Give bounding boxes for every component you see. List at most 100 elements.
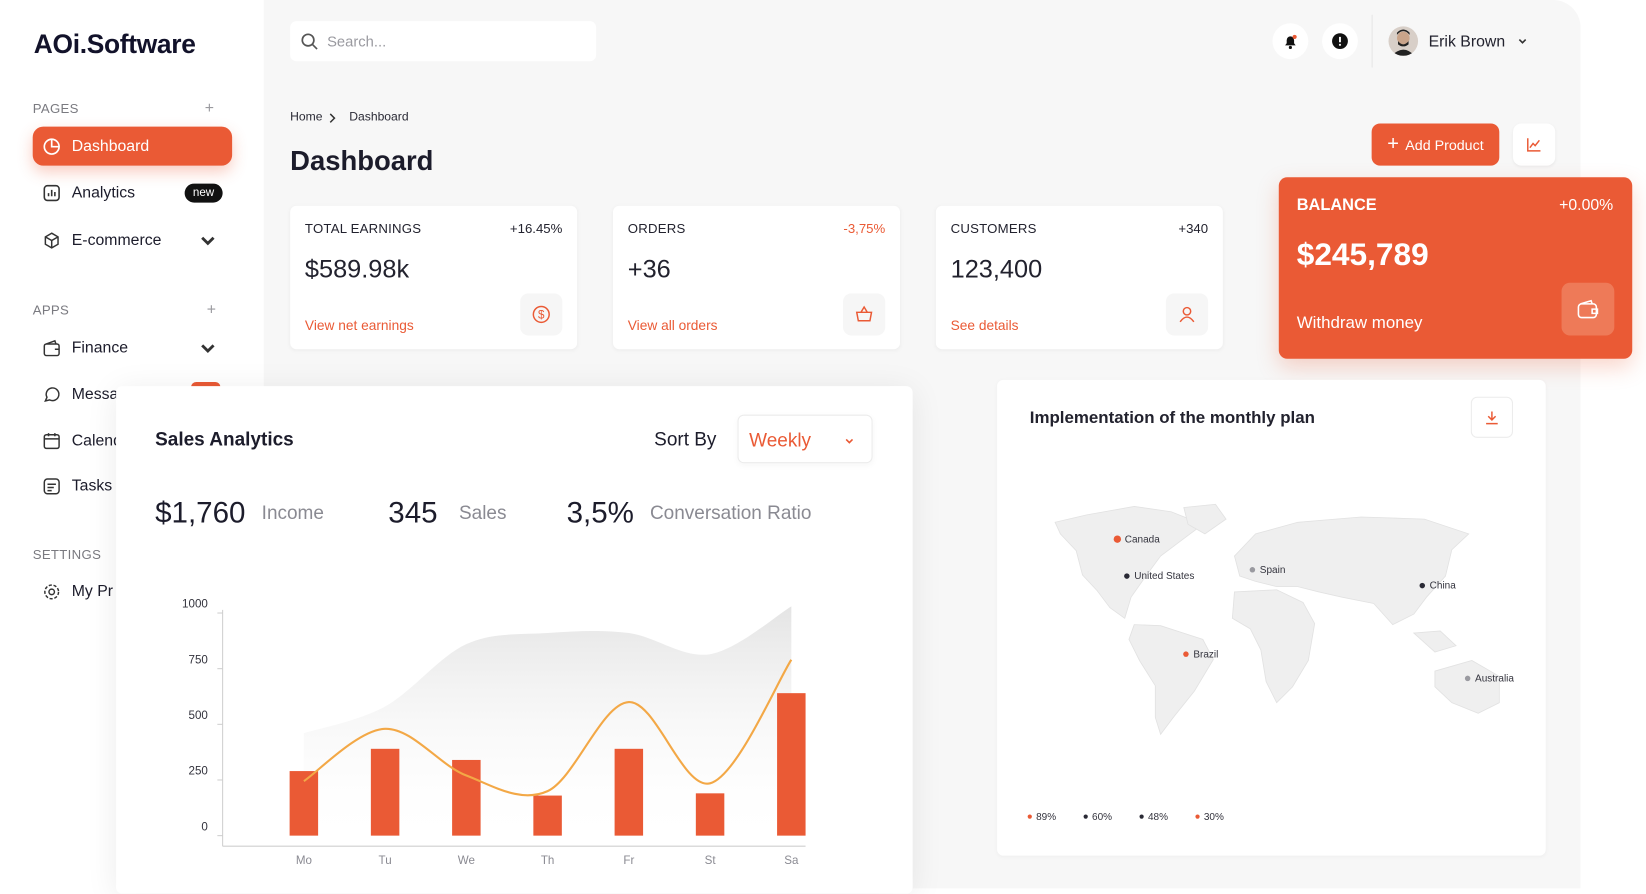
stat-link[interactable]: View all orders — [627, 317, 718, 334]
x-tick-label: Mo — [296, 854, 312, 867]
nav-label: E-commerce — [71, 231, 162, 250]
map-label: China — [1430, 581, 1457, 592]
nav-item[interactable]: E-commerce — [33, 221, 232, 260]
add-icon[interactable]: + — [206, 300, 217, 319]
icon-part — [301, 32, 315, 47]
y-tick-label: 750 — [189, 653, 208, 666]
line — [303, 659, 793, 797]
stat-icon: $ — [520, 293, 563, 336]
breadcrumb-item[interactable]: Home — [290, 110, 323, 124]
brand[interactable]: AOi.Software — [33, 29, 196, 60]
icon-part — [201, 236, 215, 245]
user-name[interactable]: Erik Brown — [1428, 32, 1506, 51]
x-tick-label: We — [458, 854, 475, 867]
nav-label: Messa — [71, 385, 119, 404]
chevron — [201, 343, 215, 353]
nav-item[interactable]: My Pr — [33, 572, 232, 611]
y-tick-label: 500 — [189, 709, 208, 722]
map-label: Spain — [1260, 565, 1286, 576]
icon-part — [532, 305, 550, 324]
stat-link[interactable]: View net earnings — [304, 317, 414, 334]
map-marker — [1249, 567, 1256, 573]
nav-label: My Pr — [71, 582, 114, 601]
icon-part — [855, 305, 873, 322]
sales-card: Sales Analytics Sort By Weekly $1,760 In… — [116, 386, 913, 894]
search-box[interactable]: Search... — [290, 21, 597, 62]
metric-label: Income — [261, 502, 324, 524]
nav-item[interactable]: Analytics new — [33, 173, 232, 212]
add-product-button[interactable]: + Add Product — [1371, 123, 1500, 166]
stat-label: ORDERS — [627, 221, 686, 237]
icon-part — [1391, 49, 1415, 56]
icon — [43, 137, 60, 155]
stat-link[interactable]: See details — [950, 317, 1019, 334]
basket-icon — [855, 305, 873, 322]
divider — [1371, 14, 1373, 68]
icon-part — [1182, 306, 1192, 316]
icon-part — [44, 231, 59, 249]
user-menu-chevron[interactable] — [1517, 36, 1528, 47]
nav-label: Calend — [71, 431, 122, 450]
icon-part — [1529, 139, 1540, 149]
legend-dot — [1083, 814, 1088, 819]
map-title: Implementation of the monthly plan — [1029, 409, 1315, 428]
stat-label: CUSTOMERS — [950, 221, 1037, 237]
stat-change: -3,75% — [843, 221, 886, 237]
icon-part — [201, 343, 215, 353]
nav-item[interactable]: Dashboard — [32, 126, 233, 166]
badge: new — [184, 183, 223, 203]
map-marker — [1419, 582, 1426, 589]
icon-part — [43, 433, 60, 449]
stat-label: TOTAL EARNINGS — [304, 221, 422, 237]
alerts-button[interactable] — [1322, 23, 1358, 60]
icon-part: $ — [538, 309, 545, 322]
bar — [533, 795, 562, 836]
north-america — [1054, 506, 1204, 619]
sort-label: Sort By — [654, 428, 717, 450]
withdraw-link[interactable]: Withdraw money — [1296, 314, 1423, 333]
nav-label: Dashboard — [71, 137, 150, 156]
avatar[interactable] — [1388, 26, 1419, 56]
icon-part — [1179, 316, 1195, 323]
nav-item[interactable]: Finance — [33, 328, 232, 367]
bar — [614, 748, 644, 836]
icon-part — [47, 483, 56, 491]
sales-chart: 0 250 500 750 1000 Mo Tu We Th Fr St Sa — [182, 598, 806, 867]
icon-part — [311, 43, 318, 50]
legend-label: 60% — [1092, 812, 1112, 823]
nav-item[interactable]: Tasks — [33, 466, 232, 505]
australia — [1434, 660, 1500, 714]
avatar-image — [1391, 29, 1415, 56]
icon-part — [1486, 410, 1498, 424]
map-marker — [1183, 651, 1189, 657]
icon-part — [48, 587, 56, 595]
map-label: United States — [1134, 571, 1194, 582]
plus-icon: + — [1387, 132, 1399, 156]
map-label: Canada — [1125, 534, 1161, 545]
stat-value: 123,400 — [950, 255, 1043, 284]
notifications-button[interactable] — [1272, 23, 1309, 60]
x-tick-label: St — [705, 854, 717, 867]
user-icon — [1179, 306, 1195, 323]
stat-value: +36 — [627, 255, 671, 284]
sort-dropdown[interactable]: Weekly — [737, 414, 873, 464]
metric-value: 345 — [388, 495, 438, 529]
icon — [43, 477, 60, 494]
metric-label: Conversation Ratio — [649, 502, 812, 524]
legend-label: 89% — [1036, 812, 1056, 823]
icon — [44, 386, 60, 402]
add-icon[interactable]: + — [204, 99, 214, 118]
stat-change: +340 — [1178, 221, 1209, 237]
legend-label: 30% — [1204, 812, 1224, 823]
x-tick-label: Tu — [379, 854, 392, 867]
icon — [44, 583, 60, 599]
chart-icon — [1527, 138, 1541, 152]
bar — [452, 759, 481, 836]
icon-part — [845, 438, 854, 444]
chart-button[interactable] — [1513, 123, 1556, 166]
sales-title: Sales Analytics — [155, 428, 294, 450]
download-button[interactable] — [1470, 396, 1514, 438]
nav-item[interactable]: Calend — [33, 421, 232, 460]
africa — [1231, 589, 1316, 704]
chevron — [845, 438, 854, 444]
